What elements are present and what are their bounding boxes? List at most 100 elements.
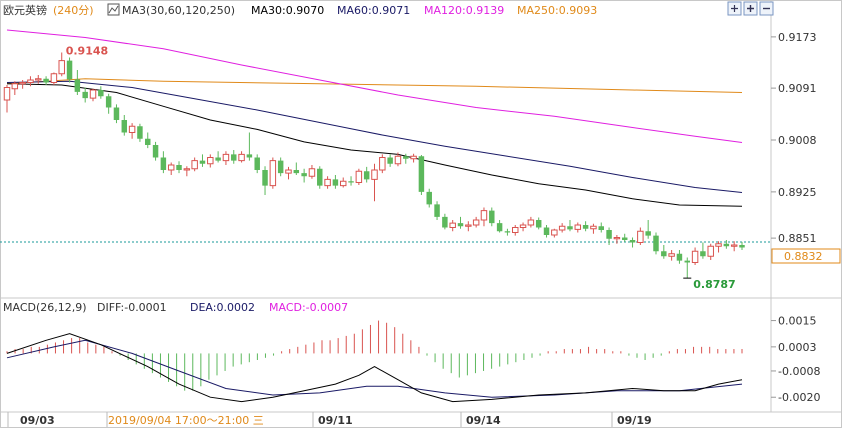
candle-body-up xyxy=(35,78,42,81)
candle-body-down xyxy=(700,251,706,257)
candle-body-down xyxy=(43,78,49,83)
candle-body-up xyxy=(308,168,316,177)
price-axis: 0.9173 0.9091 0.9008 0.8925 0.8851 xyxy=(771,31,817,245)
candle-body-down xyxy=(66,60,73,80)
ma-indicator-icon[interactable] xyxy=(107,3,120,16)
candle-body-down xyxy=(98,90,104,97)
period-label: (240分) xyxy=(53,4,94,17)
candle-body-up xyxy=(222,153,230,162)
candle-body-up xyxy=(339,180,347,187)
candle-body-up xyxy=(551,229,558,236)
current-price-value: 0.8832 xyxy=(784,250,823,263)
high-price-label: 0.9148 xyxy=(66,45,108,58)
candle-body-up xyxy=(355,170,363,183)
fullscreen-icon[interactable] xyxy=(727,1,742,16)
candle-body-down xyxy=(504,231,511,233)
ma250-line xyxy=(6,78,743,93)
candle-body-down xyxy=(231,154,237,161)
candle-body-down xyxy=(629,240,636,243)
candle-body-down xyxy=(684,260,691,263)
candle-body-down xyxy=(301,173,307,177)
macd-axis: 0.0015 0.0003 -0.0008 -0.0020 xyxy=(771,315,820,404)
candle-body-up xyxy=(472,219,480,226)
price-tick-label: 0.9091 xyxy=(778,82,817,95)
time-label-0911: 09/11 xyxy=(318,414,353,427)
candle-body-up xyxy=(465,224,472,227)
macd-macd-value: MACD:-0.0007 xyxy=(269,301,348,314)
candle-body-up xyxy=(183,168,191,171)
candle-body-up xyxy=(324,178,331,187)
candle-body-up xyxy=(394,155,402,165)
candle-body-down xyxy=(598,226,604,230)
ma120-value: MA120:0.9139 xyxy=(424,4,504,17)
candle-body-up xyxy=(191,160,198,170)
candle-body-down xyxy=(137,126,143,139)
candle-body-down xyxy=(621,237,628,240)
candle-body-up xyxy=(3,87,11,101)
macd-lines xyxy=(6,333,743,403)
ma30-value: MA30:0.9070 xyxy=(251,4,324,17)
candle-body-down xyxy=(434,204,440,217)
candle-body-down xyxy=(121,120,128,133)
ma-label: MA3(30,60,120,250) xyxy=(122,4,235,17)
candle-body-up xyxy=(410,155,417,160)
candle-body-up xyxy=(613,237,621,240)
candle-body-down xyxy=(215,157,221,161)
candle-body-down xyxy=(723,243,730,247)
candle-body-down xyxy=(739,245,745,248)
candle-body-up xyxy=(730,244,738,247)
candle-body-down xyxy=(262,170,268,186)
candle-body-up xyxy=(371,169,378,180)
macd-tick-label: -0.0020 xyxy=(778,391,820,404)
diff-line xyxy=(6,333,743,403)
candle-body-up xyxy=(50,73,58,83)
candle-body-up xyxy=(128,125,136,133)
candle-body-down xyxy=(145,138,151,145)
macd-tick-label: -0.0008 xyxy=(778,365,820,378)
candle-body-up xyxy=(715,243,722,247)
candle-body-down xyxy=(254,157,260,170)
candle-body-up xyxy=(558,225,566,231)
macd-tick-label: 0.0003 xyxy=(778,341,817,354)
candle-body-up xyxy=(527,219,535,226)
candle-body-down xyxy=(293,170,300,174)
candle-body-down xyxy=(199,160,206,164)
candle-body-down xyxy=(74,79,81,92)
candle-body-down xyxy=(82,91,88,99)
plus-icon[interactable] xyxy=(743,1,758,16)
candle-body-down xyxy=(567,226,573,230)
candle-body-down xyxy=(496,223,503,232)
candle-body-down xyxy=(113,107,120,120)
candle-body-down xyxy=(606,230,612,239)
ma30-line xyxy=(6,83,743,207)
candle-body-down xyxy=(535,220,542,228)
minus-icon[interactable] xyxy=(759,1,774,16)
candle-body-down xyxy=(645,231,651,236)
candle-body-up xyxy=(480,210,488,221)
candle-body-up xyxy=(167,164,175,171)
macd-histogram xyxy=(6,320,743,391)
price-tick-label: 0.8851 xyxy=(778,232,817,245)
candle-body-up xyxy=(574,224,582,230)
time-label-0919: 09/19 xyxy=(617,414,652,427)
candle-body-down xyxy=(543,227,550,235)
candle-body-down xyxy=(105,96,112,108)
candle-body-up xyxy=(285,169,292,174)
candle-body-down xyxy=(277,160,284,174)
macd-diff-value: DIFF:-0.0001 xyxy=(97,301,167,314)
candle-body-down xyxy=(582,225,589,229)
candle-body-down xyxy=(176,165,182,170)
price-tick-label: 0.9008 xyxy=(778,134,817,147)
candlestick-series xyxy=(3,52,745,279)
candle-body-up xyxy=(238,153,245,162)
candle-body-down xyxy=(152,145,159,158)
macd-label: MACD(26,12,9) xyxy=(3,301,87,314)
candle-body-down xyxy=(363,171,370,180)
candle-body-up xyxy=(449,222,456,228)
candle-body-down xyxy=(489,210,495,224)
macd-tick-label: 0.0015 xyxy=(778,315,817,328)
candle-body-up xyxy=(58,60,65,75)
time-label-0903: 09/03 xyxy=(20,414,55,427)
